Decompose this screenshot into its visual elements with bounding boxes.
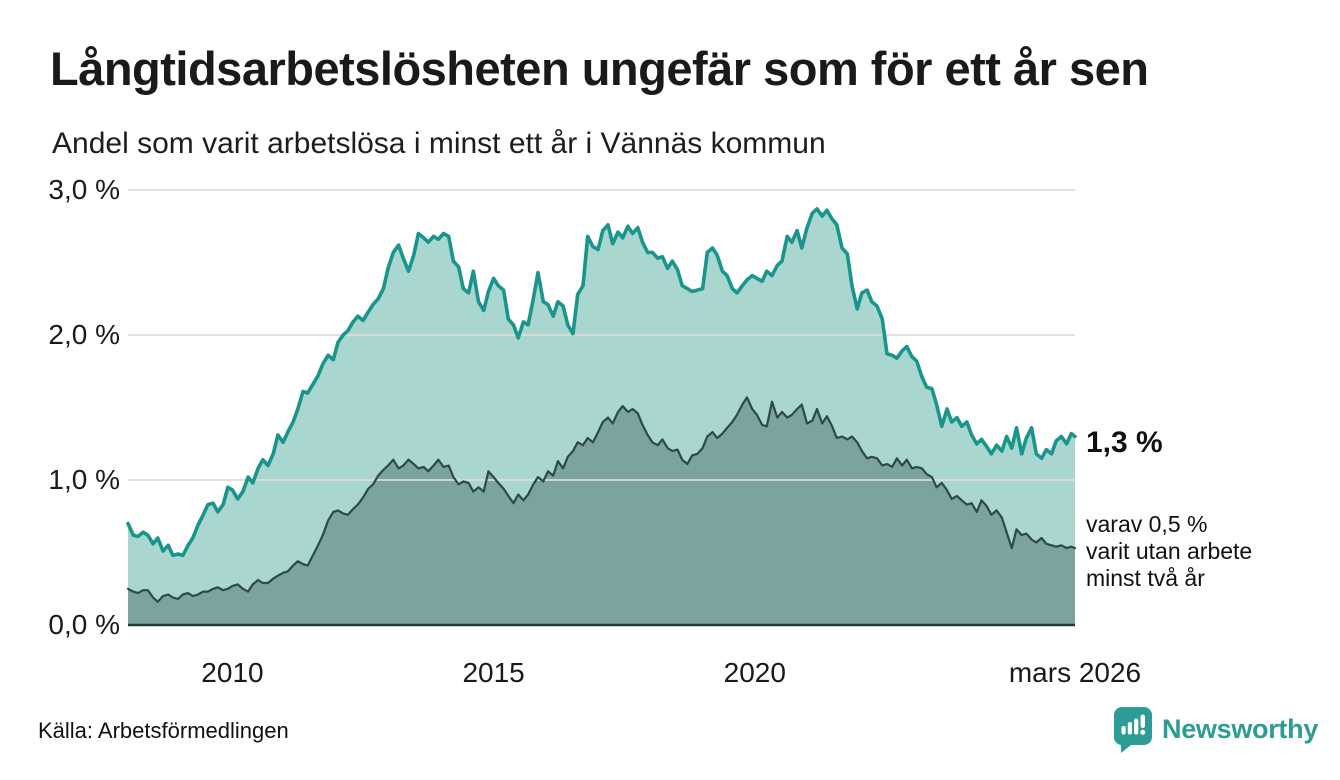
annotation-line: varav 0,5 % xyxy=(1086,511,1208,537)
area-minst-tva-ar xyxy=(128,397,1075,625)
x-axis-label: mars 2026 xyxy=(1008,657,1142,688)
brand-logo: Newsworthy xyxy=(1113,706,1333,756)
x-axis-label: 2010 xyxy=(201,657,264,688)
annotation-line: minst två år xyxy=(1086,565,1205,591)
line-minst-tva-ar xyxy=(126,396,1077,603)
x-axis-label: 2020 xyxy=(723,657,786,688)
brand-name: Newsworthy xyxy=(1162,714,1319,744)
secondary-series-annotation: varav 0,5 % varit utan arbete minst två … xyxy=(1086,511,1336,592)
annotation-line: varit utan arbete xyxy=(1086,538,1253,564)
line-minst-ett-ar xyxy=(126,207,1077,558)
x-axis-label: 2015 xyxy=(462,657,525,688)
y-axis-label: 0,0 % xyxy=(48,609,120,640)
y-axis-label: 1,0 % xyxy=(48,464,120,495)
y-axis-label: 3,0 % xyxy=(48,174,120,205)
page-title: Långtidsarbetslösheten ungefär som för e… xyxy=(50,42,1149,95)
chart-subtitle: Andel som varit arbetslösa i minst ett å… xyxy=(52,127,826,160)
source-text: Källa: Arbetsförmedlingen xyxy=(38,718,289,743)
y-axis-label: 2,0 % xyxy=(48,319,120,350)
newsworthy-logo-icon xyxy=(1113,707,1152,753)
end-value-label: 1,3 % xyxy=(1086,426,1163,459)
